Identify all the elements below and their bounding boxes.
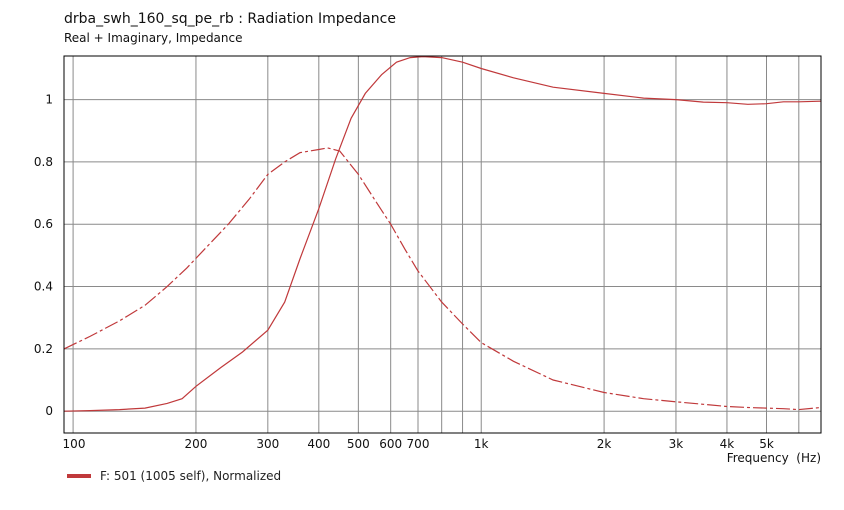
x-tick-label: 500 — [347, 437, 370, 451]
y-tick-label: 0.8 — [34, 155, 53, 169]
x-tick-label: 600 — [379, 437, 402, 451]
x-tick-label: 1k — [474, 437, 489, 451]
x-tick-label: 100 — [63, 437, 86, 451]
x-tick-label: 2k — [597, 437, 612, 451]
real-part-line — [63, 55, 822, 412]
x-tick-label: 3k — [669, 437, 684, 451]
y-tick-labels: 0 0.2 0.4 0.6 0.8 1 — [34, 93, 53, 419]
grid-lines — [64, 56, 821, 433]
chart-title: drba_swh_160_sq_pe_rb : Radiation Impeda… — [64, 11, 396, 27]
x-tick-label: 200 — [184, 437, 207, 451]
legend-label: F: 501 (1005 self), Normalized — [100, 469, 282, 483]
data-curves — [63, 55, 822, 412]
y-tick-label: 1 — [45, 93, 53, 107]
x-tick-label: 400 — [307, 437, 330, 451]
plot-border — [63, 55, 822, 434]
x-axis-label: Frequency (Hz) — [727, 451, 821, 465]
x-tick-labels: 100 200 300 400 500 600 700 1k 2k 3k 4k 5k — [63, 437, 774, 451]
y-tick-label: 0.4 — [34, 280, 53, 294]
x-tick-label: 300 — [256, 437, 279, 451]
x-tick-label: 5k — [759, 437, 774, 451]
chart-subtitle: Real + Imaginary, Impedance — [64, 31, 243, 45]
legend[interactable]: F: 501 (1005 self), Normalized — [67, 469, 281, 483]
x-tick-label: 700 — [407, 437, 430, 451]
legend-swatch — [67, 474, 91, 478]
y-tick-label: 0 — [45, 404, 53, 418]
imaginary-part-line — [63, 147, 822, 411]
y-tick-label: 0.6 — [34, 217, 53, 231]
y-tick-label: 0.2 — [34, 342, 53, 356]
x-tick-label: 4k — [720, 437, 735, 451]
plot-frame — [63, 55, 822, 434]
